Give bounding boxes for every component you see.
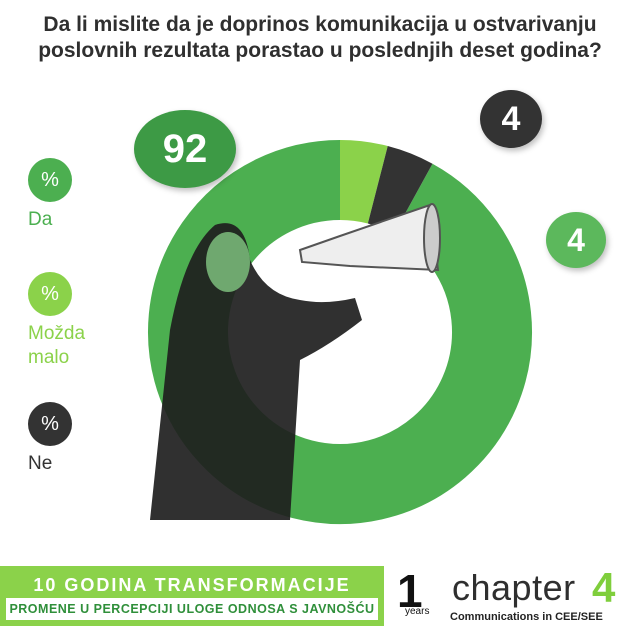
legend-item-da: % Da	[28, 158, 128, 232]
chart-title: Da li mislite da je doprinos komunikacij…	[0, 12, 640, 64]
chart-title-line-2: poslovnih rezultata porastao u poslednji…	[38, 39, 602, 62]
legend-label-da: Da	[28, 209, 53, 230]
legend-item-mozda: % Možda malo	[28, 272, 128, 370]
legend-marker-da: %	[28, 158, 72, 202]
chapter-logo-four: 4	[592, 564, 616, 611]
footer-subtitle: PROMENE U PERCEPCIJI ULOGE ODNOSA S JAVN…	[6, 598, 378, 620]
legend-label-ne: Ne	[28, 453, 53, 474]
footer-title: 10 GODINA TRANSFORMACIJE	[33, 575, 351, 595]
chart-title-line-1: Da li mislite da je doprinos komunikacij…	[43, 13, 597, 36]
ten-years-logo-digit: 1	[397, 565, 423, 617]
ten-years-logo-years: years	[405, 606, 430, 617]
megaphone-illustration	[150, 203, 441, 520]
legend-marker-mozda: %	[28, 272, 72, 316]
value-bubble-da: 92	[134, 110, 236, 188]
legend-item-ne: % Ne	[28, 402, 128, 476]
chapter-logo-tagline: Communications in CEE/SEE	[450, 611, 603, 623]
legend-marker-ne: %	[28, 402, 72, 446]
value-bubble-mozda: 4	[546, 212, 606, 268]
ten-years-logo: 1 years	[397, 566, 445, 620]
donut-slice-mozda	[338, 140, 388, 224]
value-bubble-ne: 4	[480, 90, 542, 148]
legend-label-mozda: Možda malo	[28, 323, 86, 368]
donut-slice-ne	[366, 146, 433, 235]
chapter-logo-word: chapter	[452, 567, 576, 608]
